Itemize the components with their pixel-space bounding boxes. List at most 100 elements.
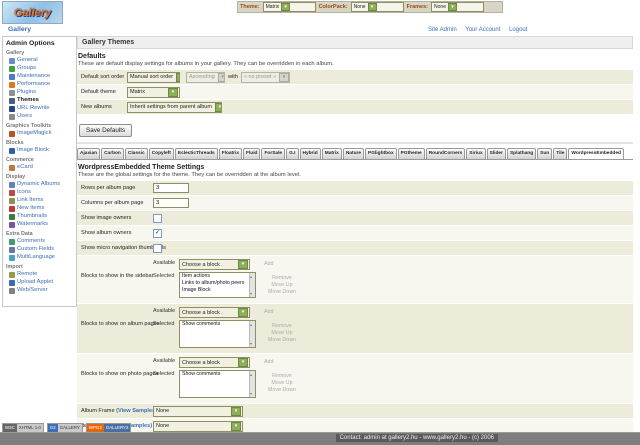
rows-per-page-input[interactable] bbox=[153, 183, 189, 193]
album-add-button[interactable]: Add bbox=[264, 309, 274, 315]
tab-fluid[interactable]: Fluid bbox=[243, 148, 261, 159]
tab-pgtheme[interactable]: PGtheme bbox=[397, 148, 425, 159]
sidebar-title: Admin Options bbox=[6, 40, 55, 47]
item-frame-select[interactable]: None bbox=[153, 420, 243, 432]
sidebar-item-watermarks[interactable]: Watermarks bbox=[9, 221, 75, 228]
album-choose-block-select[interactable]: Choose a block bbox=[179, 307, 250, 318]
tab-wordpressembedded[interactable]: WordpressEmbedded bbox=[568, 148, 624, 159]
show-image-owners-checkbox[interactable] bbox=[153, 213, 162, 223]
list-item[interactable]: Show comments bbox=[182, 321, 221, 327]
show-image-owners-row: Show image owners bbox=[77, 211, 633, 225]
scrollbar[interactable] bbox=[249, 273, 255, 297]
list-item[interactable]: Links to album/photo peers bbox=[182, 280, 245, 286]
sidebar-item-label: Performance bbox=[17, 81, 51, 87]
sidebar-item-new-items[interactable]: New Items bbox=[9, 205, 75, 212]
tab-copyleft[interactable]: Copyleft bbox=[148, 148, 174, 159]
breadcrumb[interactable]: Gallery bbox=[8, 26, 32, 33]
sidebar-add-button[interactable]: Add bbox=[264, 261, 274, 267]
tab-carbon[interactable]: Carbon bbox=[101, 148, 124, 159]
url-rewrite-icon bbox=[9, 105, 15, 112]
default-theme-select[interactable]: Matrix bbox=[127, 86, 180, 98]
show-micro-nav-checkbox[interactable] bbox=[153, 243, 162, 253]
colorpack-select[interactable]: None bbox=[350, 2, 404, 12]
sidebar-item-multilanguage[interactable]: MultiLanguage bbox=[9, 254, 75, 261]
photo-selected-blocks-list[interactable]: Show comments bbox=[179, 370, 256, 398]
tab-siriux[interactable]: Siriux bbox=[466, 148, 486, 159]
frames-select[interactable]: None bbox=[431, 2, 485, 12]
site-admin-link[interactable]: Site Admin bbox=[428, 27, 457, 33]
scrollbar[interactable] bbox=[249, 371, 255, 397]
sidebar-item-ecard[interactable]: eCard bbox=[9, 164, 75, 171]
new-albums-select[interactable]: Inherit settings from parent album bbox=[127, 101, 222, 113]
sidebar-item-label: Watermarks bbox=[17, 221, 49, 227]
tab-matrix[interactable]: Matrix bbox=[321, 148, 342, 159]
sidebar-selected-blocks-list[interactable]: Item actions Links to album/photo peers … bbox=[179, 272, 256, 298]
photo-choose-block-select[interactable]: Choose a block bbox=[179, 357, 250, 368]
sidebar-item-maintenance[interactable]: Maintenance bbox=[9, 73, 75, 80]
move-down-button[interactable]: Move Down bbox=[268, 387, 296, 393]
tab-nature[interactable]: Nature bbox=[342, 148, 365, 159]
tab-ajaxian[interactable]: Ajaxian bbox=[77, 148, 101, 159]
tab-forsale[interactable]: ForSale bbox=[261, 148, 286, 159]
logout-link[interactable]: Logout bbox=[509, 27, 528, 33]
tab-floatrix[interactable]: Floatrix bbox=[218, 148, 243, 159]
list-item[interactable]: Image Block bbox=[182, 287, 211, 293]
sidebar-item-thumbnails[interactable]: Thumbnails bbox=[9, 213, 75, 220]
tab-gi[interactable]: G.I bbox=[286, 148, 299, 159]
list-item[interactable]: Show comments bbox=[182, 371, 221, 377]
theme-select[interactable]: Matrix bbox=[262, 2, 316, 12]
sidebar-item-remote[interactable]: Remote bbox=[9, 271, 75, 278]
tab-hybrid[interactable]: Hybrid bbox=[299, 148, 321, 159]
tab-sun[interactable]: Sun bbox=[537, 148, 553, 159]
sidebar-item-url-rewrite[interactable]: URL Rewrite bbox=[9, 105, 75, 112]
show-album-owners-checkbox[interactable]: ✓ bbox=[153, 228, 162, 238]
remove-button[interactable]: Remove bbox=[272, 275, 292, 281]
sidebar-item-imagemagick[interactable]: ImageMagick bbox=[9, 130, 75, 137]
row-label: Rows per album page bbox=[81, 185, 136, 191]
album-frame-view-samples-link[interactable]: (View Samples) bbox=[116, 408, 158, 414]
cols-per-page-input[interactable] bbox=[153, 198, 189, 208]
tab-tile[interactable]: Tile bbox=[553, 148, 568, 159]
sidebar-item-themes[interactable]: Themes bbox=[9, 97, 75, 104]
list-item[interactable]: Item actions bbox=[182, 273, 210, 279]
sort-direction-select[interactable]: Ascending bbox=[186, 71, 225, 83]
sidebar-item-image-block[interactable]: Image Block bbox=[9, 147, 75, 154]
remove-button[interactable]: Remove bbox=[272, 323, 292, 329]
tab-pglightbox[interactable]: PGlightbox bbox=[365, 148, 397, 159]
album-frame-select[interactable]: None bbox=[153, 405, 243, 417]
move-up-button[interactable]: Move Up bbox=[271, 282, 293, 288]
photo-add-button[interactable]: Add bbox=[264, 359, 274, 365]
move-up-button[interactable]: Move Up bbox=[271, 380, 293, 386]
album-selected-blocks-list[interactable]: Show comments bbox=[179, 320, 256, 348]
your-account-link[interactable]: Your Account bbox=[465, 27, 501, 33]
move-down-button[interactable]: Move Down bbox=[268, 289, 296, 295]
sidebar-choose-block-select[interactable]: Choose a block bbox=[179, 259, 250, 270]
sidebar-item-general[interactable]: General bbox=[9, 57, 75, 64]
sidebar-item-icons[interactable]: Icons bbox=[9, 189, 75, 196]
scrollbar[interactable] bbox=[249, 321, 255, 347]
sidebar-item-upload-applet[interactable]: Upload Applet bbox=[9, 279, 75, 286]
tab-classic[interactable]: Classic bbox=[124, 148, 148, 159]
sidebar-item-dynamic-albums[interactable]: Dynamic Albums bbox=[9, 181, 75, 188]
sidebar-item-plugins[interactable]: Plugins bbox=[9, 89, 75, 96]
sidebar-item-performance[interactable]: Performance bbox=[9, 81, 75, 88]
sidebar-item-link-items[interactable]: Link Items bbox=[9, 197, 75, 204]
save-defaults-button[interactable]: Save Defaults bbox=[79, 124, 133, 137]
sidebar-item-comments[interactable]: Comments bbox=[9, 238, 75, 245]
move-up-button[interactable]: Move Up bbox=[271, 330, 293, 336]
tab-splathang[interactable]: Splathang bbox=[506, 148, 537, 159]
move-down-button[interactable]: Move Down bbox=[268, 337, 296, 343]
sidebar-item-custom-fields[interactable]: Custom Fields bbox=[9, 246, 75, 253]
sort-order-select[interactable]: Manual sort order bbox=[127, 71, 180, 83]
tab-roundcorners[interactable]: RoundCorners bbox=[425, 148, 466, 159]
sidebar-item-groups[interactable]: Groups bbox=[9, 65, 75, 72]
item-frame-view-samples-link[interactable]: (View Samples) bbox=[111, 423, 153, 429]
sidebar-item-users[interactable]: Users bbox=[9, 113, 75, 120]
tab-slider[interactable]: Slider bbox=[486, 148, 506, 159]
tab-eclecticthreads[interactable]: EclecticThreads bbox=[174, 148, 218, 159]
sidebar-item-web-server[interactable]: Web/Server bbox=[9, 287, 75, 294]
sidebar-item-label: Themes bbox=[17, 97, 39, 103]
gallery-logo[interactable]: Gallery bbox=[2, 1, 63, 24]
remove-button[interactable]: Remove bbox=[272, 373, 292, 379]
sort-preset-select[interactable]: « no preset » bbox=[240, 71, 290, 83]
